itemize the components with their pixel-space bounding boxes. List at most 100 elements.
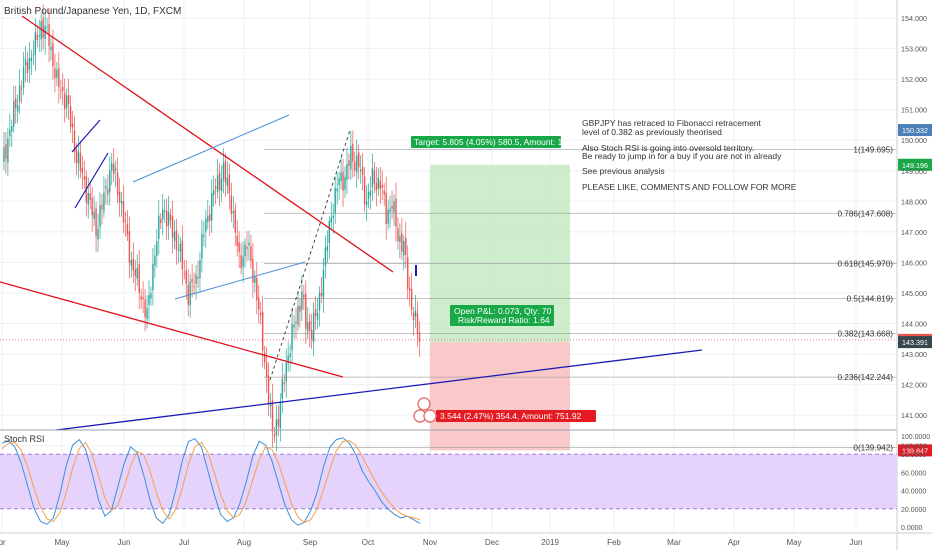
candle-body xyxy=(124,220,127,222)
event-marker-icon[interactable] xyxy=(423,409,437,423)
candle-body xyxy=(387,209,389,224)
candle-body xyxy=(89,193,91,200)
candle-body xyxy=(293,324,295,328)
flag-channel-line[interactable] xyxy=(71,119,101,153)
y-tick-label: 146.000 xyxy=(901,258,927,267)
candle-body xyxy=(375,183,378,191)
candle-body xyxy=(65,95,68,108)
candle-body xyxy=(52,43,54,67)
candle-body xyxy=(42,18,44,39)
candle-body xyxy=(130,259,133,266)
candle-body xyxy=(83,176,86,180)
candle-body xyxy=(256,277,258,301)
candle-body xyxy=(116,172,119,195)
candle-body xyxy=(22,67,25,88)
candle-body xyxy=(407,256,409,289)
x-tick-label: Mar xyxy=(667,538,681,547)
fib-trend-dashed-line[interactable] xyxy=(269,129,351,381)
target-label-bg xyxy=(411,136,561,148)
candle-body xyxy=(397,227,399,242)
price-axis-badge-text: 149.196 xyxy=(902,161,928,170)
candle-body xyxy=(348,160,350,166)
candle-body xyxy=(152,263,154,291)
target-label-text: Target: 5.805 (4.05%) 580.5, Amount: 140… xyxy=(414,137,589,147)
x-tick-label: Aug xyxy=(237,538,251,547)
candle-body xyxy=(318,292,321,311)
blue-channel-upper[interactable] xyxy=(132,114,290,183)
candle-body xyxy=(242,256,244,267)
axis-layer[interactable]: pr May Jun Jul Aug Sep Oct Nov Dec 2019 Feb Mar Apr M… xyxy=(0,14,930,547)
fib-layer: 1(149.695) 0.786(147.608) 0.618(145.970) 0.… xyxy=(0,146,897,452)
candle-body xyxy=(134,269,136,276)
stop-label[interactable]: 3.544 (2.47%) 354.4, Amount: 751.92 xyxy=(436,410,596,422)
candle-body xyxy=(234,209,236,233)
candle-body xyxy=(7,138,9,163)
candle-body xyxy=(73,130,76,152)
annotation-line-6: PLEASE LIKE, COMMENTS AND FOLLOW FOR MOR… xyxy=(582,182,797,192)
candle-body xyxy=(254,276,256,284)
y-tick-label: 152.000 xyxy=(901,75,927,84)
candle-body xyxy=(271,399,274,432)
fib-level-label: 1(149.695) xyxy=(853,146,893,155)
candle-body xyxy=(195,274,197,284)
candle-body xyxy=(58,67,60,88)
candle-body xyxy=(258,297,260,310)
candle-body xyxy=(165,210,168,227)
candle-body xyxy=(156,241,158,257)
candle-body xyxy=(297,305,299,325)
candle-body xyxy=(391,205,393,209)
fib-level-label: 0(139.942) xyxy=(853,443,893,452)
candle-body xyxy=(193,285,195,288)
candle-body xyxy=(99,205,101,228)
candle-body xyxy=(46,26,48,28)
y-tick-label: 142.000 xyxy=(901,381,927,390)
candle-body xyxy=(399,235,401,243)
candle-body xyxy=(136,267,138,279)
x-tick-label: Feb xyxy=(607,538,621,547)
red-trendline-upper[interactable] xyxy=(21,15,394,273)
candle-body xyxy=(138,264,140,293)
symbol-title: British Pound/Japanese Yen, 1D, FXCM xyxy=(4,6,181,17)
pnl-label[interactable]: Open P&L: 0.073, Qty: 70 Risk/Reward Rat… xyxy=(450,305,554,326)
candle-body xyxy=(408,288,411,291)
candle-body xyxy=(267,375,270,404)
candle-body xyxy=(71,123,74,128)
candle-body xyxy=(211,193,213,221)
event-marker-icons[interactable] xyxy=(413,397,437,423)
candle-body xyxy=(342,171,344,191)
candle-body xyxy=(336,188,338,192)
x-tick-label: Apr xyxy=(728,538,741,547)
flag-channel-line[interactable] xyxy=(74,152,109,209)
candle-body xyxy=(269,403,272,407)
candle-body xyxy=(122,201,125,223)
candle-body xyxy=(32,55,35,57)
x-tick-label: 2019 xyxy=(541,538,559,547)
target-label[interactable]: Target: 5.805 (4.05%) 580.5, Amount: 140… xyxy=(411,136,589,148)
red-trendline-lower[interactable] xyxy=(0,281,344,378)
annotation-note[interactable]: GBPJPY has retraced to Fibonacci retrace… xyxy=(582,118,797,192)
candle-body xyxy=(383,190,385,195)
candle-body xyxy=(203,235,205,237)
candle-body xyxy=(140,296,142,300)
candle-body xyxy=(91,198,93,216)
y-tick-label: 153.000 xyxy=(901,45,927,54)
candle-body xyxy=(232,211,234,214)
price-axis-badge xyxy=(898,336,932,349)
x-tick-label: Dec xyxy=(485,538,499,547)
candle-body xyxy=(109,170,111,193)
candle-body xyxy=(81,167,84,174)
candle-body xyxy=(250,246,252,262)
candle-body xyxy=(30,57,33,62)
stoch-title: Stoch RSI xyxy=(4,434,45,444)
candle-body xyxy=(26,62,29,74)
candle-body xyxy=(228,174,231,194)
support-trendline[interactable] xyxy=(55,349,703,431)
candle-body xyxy=(289,353,291,358)
x-tick-label: May xyxy=(786,538,801,547)
candle-body xyxy=(377,177,380,189)
candle-body xyxy=(324,247,327,267)
event-marker-icon[interactable] xyxy=(417,397,431,411)
blue-channel-lower[interactable] xyxy=(174,261,306,300)
candle-body xyxy=(379,180,381,189)
candle-body xyxy=(5,144,7,159)
